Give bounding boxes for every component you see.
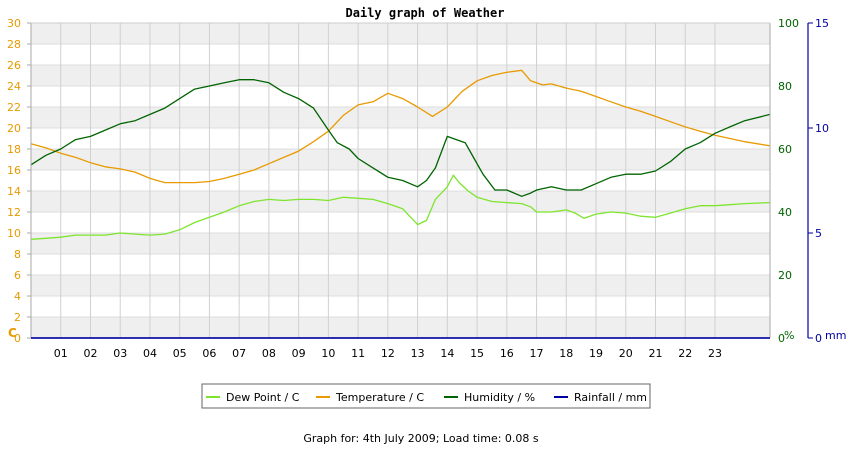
left-tick-label: 10 bbox=[7, 227, 21, 240]
pct-tick-label: 20 bbox=[778, 269, 792, 282]
plot-bands bbox=[31, 23, 770, 338]
series-line bbox=[30, 174, 771, 240]
footer-text: Graph for: 4th July 2009; Load time: 0.0… bbox=[303, 432, 539, 445]
x-tick-label: 05 bbox=[173, 347, 187, 360]
x-tick-label: 18 bbox=[559, 347, 573, 360]
left-tick-label: 24 bbox=[7, 80, 21, 93]
left-tick-label: 4 bbox=[14, 290, 21, 303]
x-tick-label: 02 bbox=[83, 347, 97, 360]
legend-label: Dew Point / C bbox=[226, 391, 300, 404]
x-tick-label: 20 bbox=[619, 347, 633, 360]
pct-tick-label: 60 bbox=[778, 143, 792, 156]
x-tick-label: 01 bbox=[54, 347, 68, 360]
chart-title: Daily graph of Weather bbox=[346, 6, 505, 20]
x-tick-label: 17 bbox=[530, 347, 544, 360]
x-tick-label: 19 bbox=[589, 347, 603, 360]
tick-labels: 0246810121416182022242628300204060801000… bbox=[7, 17, 829, 360]
x-tick-label: 03 bbox=[113, 347, 127, 360]
left-tick-label: 18 bbox=[7, 143, 21, 156]
x-tick-label: 07 bbox=[232, 347, 246, 360]
plot-band bbox=[31, 275, 770, 296]
plot-band bbox=[31, 317, 770, 338]
x-tick-label: 14 bbox=[440, 347, 454, 360]
x-tick-label: 10 bbox=[321, 347, 335, 360]
left-tick-label: 8 bbox=[14, 248, 21, 261]
plot-band bbox=[31, 107, 770, 128]
x-tick-label: 15 bbox=[470, 347, 484, 360]
mm-axis-unit-label: mm bbox=[825, 329, 846, 342]
legend-label: Temperature / C bbox=[335, 391, 424, 404]
grid-lines bbox=[31, 22, 770, 339]
x-tick-label: 23 bbox=[708, 347, 722, 360]
left-tick-label: 14 bbox=[7, 185, 21, 198]
legend-box bbox=[201, 383, 651, 409]
x-tick-label: 04 bbox=[143, 347, 157, 360]
left-tick-label: 22 bbox=[7, 101, 21, 114]
left-tick-label: 0 bbox=[14, 332, 21, 345]
x-tick-label: 13 bbox=[411, 347, 425, 360]
mm-tick-label: 10 bbox=[815, 122, 829, 135]
plot-band bbox=[31, 65, 770, 86]
left-tick-label: 20 bbox=[7, 122, 21, 135]
x-tick-label: 21 bbox=[649, 347, 663, 360]
pct-tick-label: 80 bbox=[778, 80, 792, 93]
pct-tick-label: 0 bbox=[778, 332, 785, 345]
left-tick-label: 6 bbox=[14, 269, 21, 282]
x-tick-label: 16 bbox=[500, 347, 514, 360]
left-tick-label: 16 bbox=[7, 164, 21, 177]
x-tick-label: 09 bbox=[292, 347, 306, 360]
left-tick-label: 30 bbox=[7, 17, 21, 30]
mm-tick-label: 5 bbox=[815, 227, 822, 240]
mm-tick-label: 0 bbox=[815, 332, 822, 345]
plot-band bbox=[31, 233, 770, 254]
left-tick-label: 2 bbox=[14, 311, 21, 324]
x-tick-label: 12 bbox=[381, 347, 395, 360]
legend-label: Humidity / % bbox=[464, 391, 535, 404]
left-axis-unit-label: C bbox=[8, 326, 17, 340]
left-tick-label: 28 bbox=[7, 38, 21, 51]
x-tick-label: 06 bbox=[202, 347, 216, 360]
axis-lines bbox=[27, 22, 813, 339]
plot-band bbox=[31, 149, 770, 170]
plot-band bbox=[31, 23, 770, 44]
series-line bbox=[30, 79, 771, 197]
mm-tick-label: 15 bbox=[815, 17, 829, 30]
x-tick-label: 08 bbox=[262, 347, 276, 360]
legend: Dew Point / C Temperature / C Humidity / %… bbox=[201, 383, 651, 409]
pct-tick-label: 40 bbox=[778, 206, 792, 219]
x-tick-label: 22 bbox=[678, 347, 692, 360]
legend-label: Rainfall / mm bbox=[574, 391, 647, 404]
pct-tick-label: 100 bbox=[778, 17, 799, 30]
pct-axis-unit-label: % bbox=[784, 329, 794, 342]
left-tick-label: 26 bbox=[7, 59, 21, 72]
x-tick-label: 11 bbox=[351, 347, 365, 360]
series-line bbox=[30, 69, 771, 184]
left-tick-label: 12 bbox=[7, 206, 21, 219]
plot-band bbox=[31, 191, 770, 212]
legend-items: Dew Point / C Temperature / C Humidity / %… bbox=[206, 391, 647, 404]
